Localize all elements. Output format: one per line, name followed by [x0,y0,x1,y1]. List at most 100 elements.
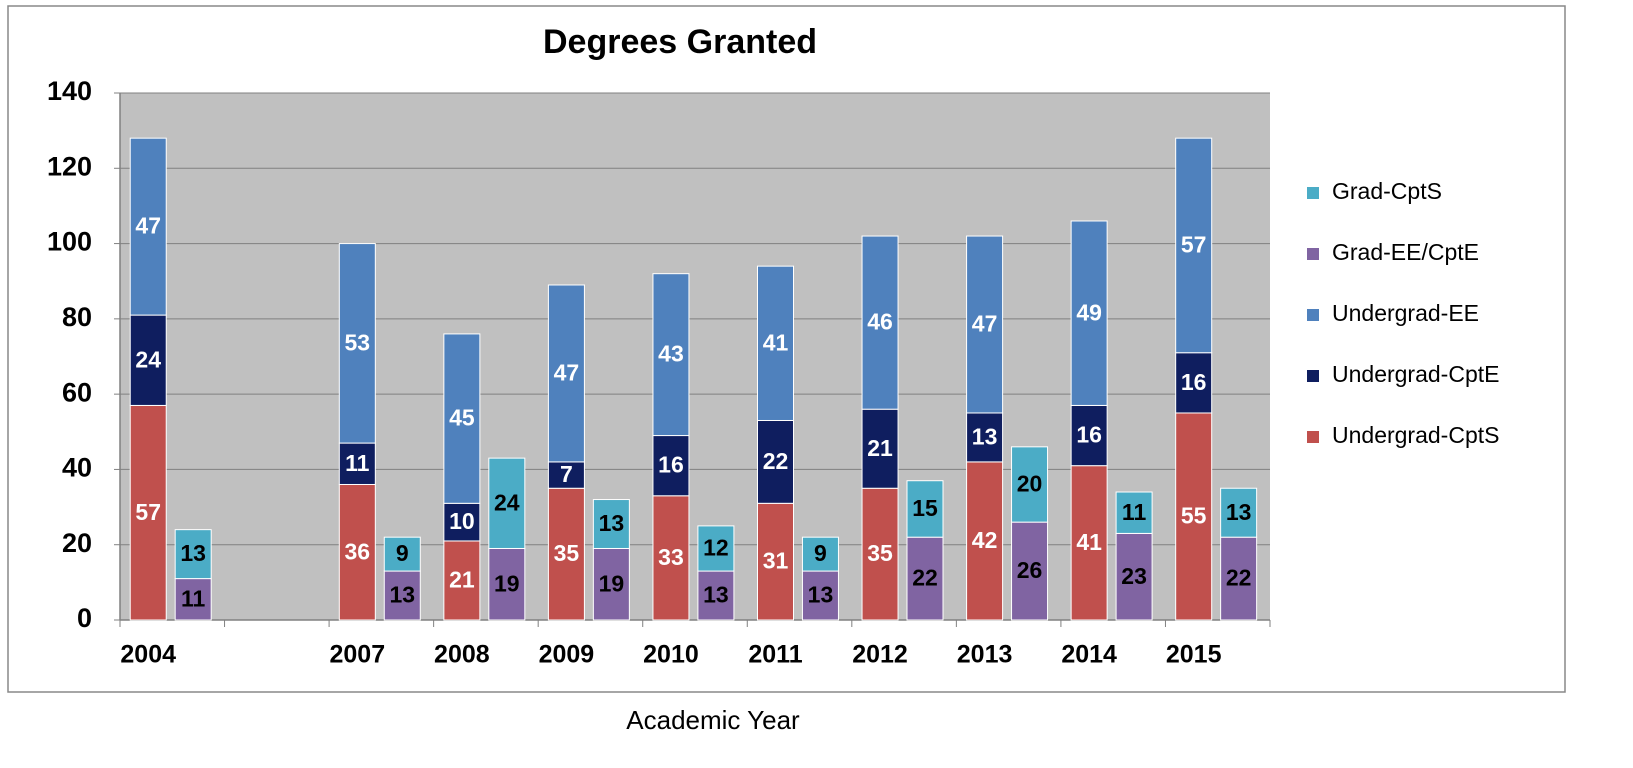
legend-marker [1307,309,1319,321]
x-tick-label: 2015 [1166,641,1222,669]
data-label: 22 [763,448,789,474]
bar-segment [757,419,794,504]
data-label: 57 [1181,232,1207,258]
bar-segment [129,137,167,316]
data-label: 43 [658,341,684,367]
bar-segment [1175,137,1213,354]
bar-segment [757,502,794,621]
data-label: 22 [912,565,938,591]
chart-title: Degrees Granted [543,23,817,61]
x-tick-label: 2007 [330,641,386,669]
data-label: 20 [1017,471,1043,497]
legend-marker [1307,431,1319,443]
bar-segment [488,547,526,621]
bar-segment [801,570,839,621]
bar-segment [1115,491,1153,534]
data-label: 16 [1181,369,1207,395]
bar-segment [1175,412,1213,621]
data-label: 45 [449,405,475,431]
bar-segment [652,273,690,437]
legend-label: Grad-CptS [1332,178,1442,204]
data-label: 35 [554,540,580,566]
data-label: 11 [345,450,370,476]
data-label: 46 [867,309,893,335]
data-label: 21 [449,567,475,593]
bar-segment [488,457,526,549]
data-label: 24 [135,346,161,372]
bar-segment [443,333,481,504]
bar-segment [383,536,421,572]
data-label: 47 [135,213,161,239]
data-label: 49 [1076,299,1102,325]
y-tick-label: 140 [47,76,92,106]
bar-segment [174,578,212,621]
data-label: 47 [554,360,580,386]
bar-segment [1070,220,1108,406]
data-label: 36 [345,538,371,564]
bar-segment [443,502,481,542]
legend-marker [1307,187,1319,199]
bar-segment [861,487,899,621]
data-label: 55 [1181,503,1207,529]
data-label: 9 [814,540,827,566]
data-label: 22 [1226,565,1252,591]
legend-marker [1307,370,1319,382]
bar-segment [697,525,735,572]
legend-label: Undergrad-EE [1332,300,1479,326]
bar-segment [801,536,839,572]
data-label: 13 [389,582,415,608]
data-label: 16 [1076,422,1102,448]
data-label: 19 [494,570,520,596]
bar-segment [129,404,167,621]
data-label: 41 [763,329,789,355]
y-tick-label: 80 [62,302,92,332]
legend-marker [1307,248,1319,260]
data-label: 13 [1226,499,1252,525]
data-label: 53 [345,329,371,355]
data-label: 10 [449,508,475,534]
bar-segment [966,461,1004,621]
bar-segment [966,235,1004,414]
legend-label: Undergrad-CptE [1332,361,1499,387]
data-label: 57 [135,499,161,525]
x-tick-label: 2004 [120,641,176,669]
bar-segment [1115,532,1153,621]
x-axis-title: Academic Year [626,705,800,735]
legend-label: Grad-EE/CptE [1332,239,1479,265]
x-tick-label: 2013 [957,641,1013,669]
data-label: 11 [181,585,206,611]
bar-segment [338,483,376,621]
bar-segment [757,265,794,421]
data-label: 13 [972,424,998,450]
bar-segment [861,408,899,489]
bar-segment [338,243,376,444]
x-tick-label: 2008 [434,641,490,669]
bar-segment [1070,465,1108,621]
bar-segment [966,412,1004,463]
y-tick-label: 60 [62,377,92,407]
data-label: 13 [599,510,625,536]
bar-segment [547,461,585,489]
data-label: 9 [396,540,409,566]
y-tick-label: 0 [77,603,92,633]
bar-segment [1220,536,1258,621]
bar-segment [652,495,690,621]
y-tick-label: 20 [62,528,92,558]
bar-segment [1011,521,1049,621]
bar-segment [697,570,735,621]
data-label: 12 [703,535,729,561]
y-tick-label: 100 [47,227,92,257]
x-tick-label: 2011 [748,641,802,669]
data-label: 15 [912,495,938,521]
x-tick-label: 2012 [852,641,908,669]
data-label: 47 [972,311,998,337]
data-label: 13 [180,540,206,566]
bar-segment [592,499,630,549]
x-tick-label: 2014 [1061,641,1117,669]
data-label: 13 [808,582,834,608]
data-label: 35 [867,540,893,566]
bar-segment [906,536,944,621]
y-tick-label: 40 [62,453,92,483]
x-tick-label: 2010 [643,641,699,669]
